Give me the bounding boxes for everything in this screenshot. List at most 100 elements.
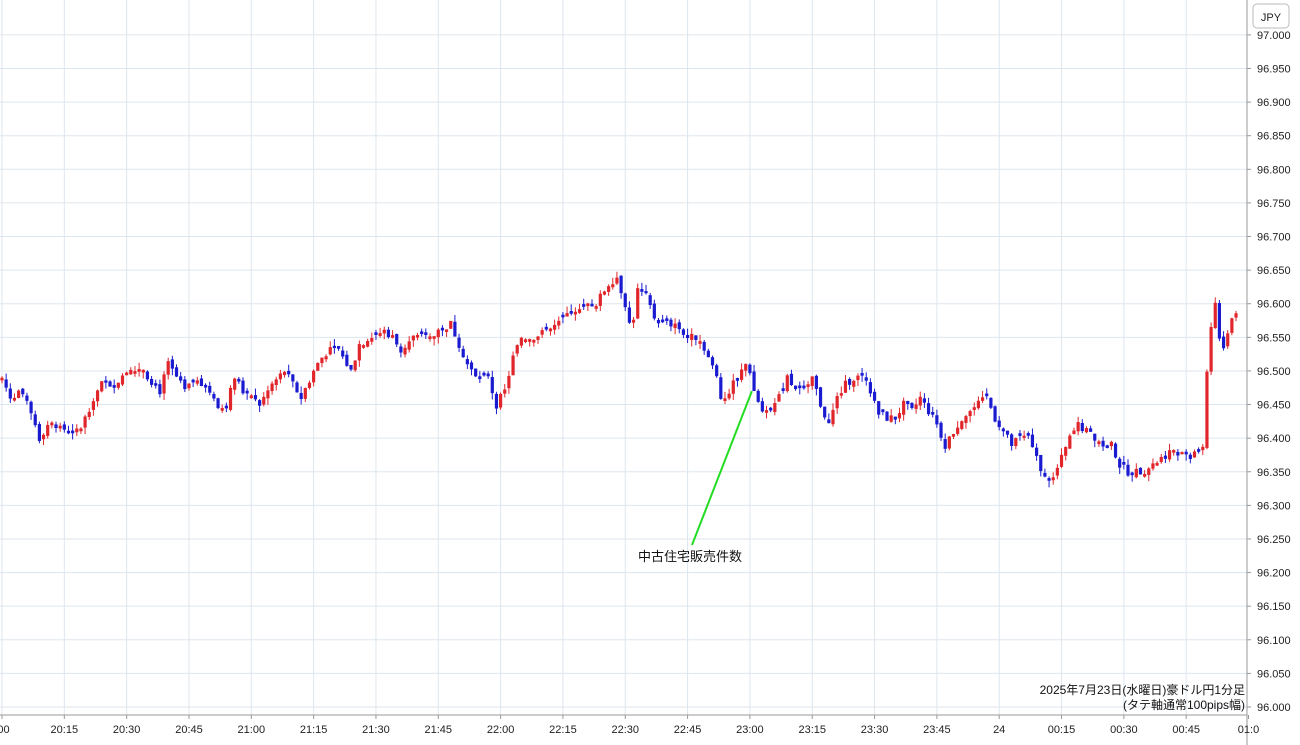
candle-up <box>902 400 906 415</box>
candle-up <box>195 380 199 384</box>
candle-down <box>669 319 673 327</box>
chart-info: 2025年7月23日(水曜日)豪ドル円1分足 (タテ軸通常100pips幅) <box>1040 682 1245 712</box>
candle-down <box>33 414 37 426</box>
candle-down <box>848 378 852 385</box>
candle-up <box>262 396 266 405</box>
x-tick-label: 21:45 <box>425 724 453 736</box>
candle-up <box>831 409 835 425</box>
candle-up <box>636 288 640 319</box>
candle-up <box>83 416 87 428</box>
candle-up <box>1167 450 1172 460</box>
candle-up <box>17 390 21 398</box>
candle-down <box>224 405 228 409</box>
y-tick-label: 96.450 <box>1257 400 1291 412</box>
candle-up <box>312 370 316 383</box>
candle-up <box>698 341 702 344</box>
candle-up <box>1072 430 1076 435</box>
candle-down <box>719 377 723 399</box>
candle-down <box>939 422 943 438</box>
candle-down <box>1138 467 1143 475</box>
candle-down <box>1001 428 1005 432</box>
candle-down <box>174 367 179 377</box>
candle-down <box>332 345 336 349</box>
candle-up <box>1230 318 1234 333</box>
candle-up <box>1051 477 1055 481</box>
candle-down <box>336 346 341 349</box>
candle-down <box>241 380 245 394</box>
candle-down <box>469 362 474 370</box>
candle-down <box>864 377 868 381</box>
y-tick-label: 96.100 <box>1257 635 1291 647</box>
candle-up <box>378 333 382 336</box>
candle-up <box>87 411 91 418</box>
candle-down <box>1043 472 1047 477</box>
candle-down <box>665 318 669 322</box>
candle-up <box>428 336 432 340</box>
candle-up <box>320 357 324 364</box>
candle-down <box>789 373 794 385</box>
candle-down <box>212 393 216 399</box>
candle-down <box>760 401 764 412</box>
candle-down <box>25 395 29 401</box>
candle-up <box>444 329 449 332</box>
candle-up <box>432 336 436 339</box>
candle-up <box>519 337 523 346</box>
candle-down <box>648 295 652 306</box>
candle-up <box>744 364 748 371</box>
candle-up <box>120 375 125 385</box>
annotation-pointer-line <box>691 390 753 546</box>
candle-down <box>1089 428 1093 432</box>
candle-down <box>702 341 706 351</box>
candle-down <box>756 390 760 402</box>
candle-up <box>436 329 440 338</box>
y-tick-label: 97.000 <box>1257 30 1291 42</box>
candle-up <box>511 355 515 376</box>
candle-up <box>976 400 981 409</box>
candle-down <box>985 393 989 397</box>
candle-up <box>536 336 540 340</box>
candle-up <box>839 393 843 396</box>
candle-down <box>752 371 756 391</box>
candle-down <box>590 303 594 307</box>
candle-up <box>1151 463 1155 469</box>
candle-up <box>1209 326 1213 372</box>
candle-down <box>420 331 424 335</box>
candle-up <box>303 387 307 399</box>
x-tick-label: 21:15 <box>300 724 328 736</box>
candle-up <box>540 330 544 335</box>
candle-up <box>611 284 615 288</box>
candle-down <box>877 401 881 415</box>
candle-down <box>440 327 445 331</box>
candle-up <box>598 293 602 306</box>
candle-down <box>685 334 690 339</box>
candle-down <box>374 332 378 335</box>
x-tick-label: 23:00 <box>736 724 764 736</box>
candle-up <box>187 383 191 389</box>
candle-down <box>582 304 586 307</box>
candle-down <box>291 374 295 382</box>
y-tick-label: 96.550 <box>1257 332 1291 344</box>
candle-down <box>823 406 827 418</box>
candle-down <box>802 385 806 389</box>
candle-up <box>1180 452 1184 455</box>
candle-up <box>507 375 511 389</box>
candle-down <box>627 307 632 323</box>
x-axis-ticks: :00 20:15 20:30 20:45 21:00 21:15 21:30 21:45 22… <box>0 715 1259 736</box>
candle-down <box>170 359 174 369</box>
candle-up <box>553 324 557 330</box>
candle-down <box>191 379 195 383</box>
candle-up <box>515 345 519 354</box>
candle-up <box>1213 302 1217 329</box>
candle-up <box>532 339 536 343</box>
candle-up <box>947 436 951 449</box>
candle-up <box>968 411 972 417</box>
candle-up <box>116 382 120 388</box>
annotation: 中古住宅販売件数 <box>638 390 753 564</box>
candle-up <box>366 340 370 347</box>
candle-down <box>544 326 548 330</box>
candle-down <box>794 385 798 390</box>
candle-up <box>548 328 553 332</box>
candle-up <box>125 372 129 376</box>
candle-down <box>1093 433 1097 441</box>
candle-up <box>249 395 253 399</box>
